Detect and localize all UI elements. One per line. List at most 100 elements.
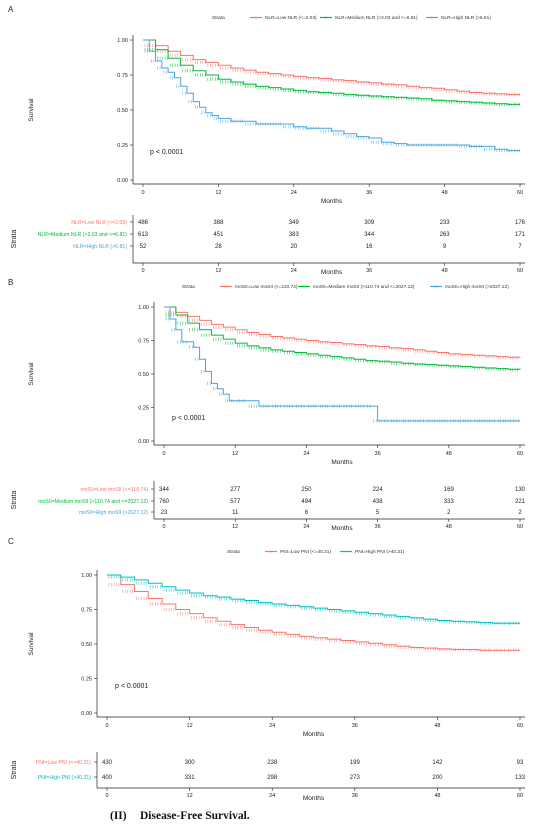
panel-b-risk-x-title: Months: [331, 525, 353, 532]
panel-b-risk-count-1-5: 221: [515, 499, 526, 505]
panel-b-risk-row-label-2: moSII=High moSII (>2027.12): [79, 510, 148, 516]
panel-b-risk-row-label-1: moSII=Medium moSII (>110.74 and <=2027.1…: [38, 499, 148, 505]
panel-b-x-tick-label-1: 12: [232, 451, 238, 457]
panel-b-x-tick-label-0: 0: [162, 451, 165, 457]
panel-a-legend-swatch-mark-0: +: [255, 16, 258, 22]
panel-b-curve-2: [164, 306, 520, 422]
panel-a-x-tick-label-1: 12: [215, 190, 221, 196]
panel-b-risk-count-0-5: 130: [515, 487, 526, 493]
panel-c-x-tick-label-1: 12: [187, 723, 193, 729]
panel-c-risk-count-0-0: 430: [102, 760, 113, 766]
panel-b-risk-row-label-0: moSII=Low moSII (<=110.74): [80, 487, 148, 493]
panel-c-legend-swatch-mark-1: +: [345, 550, 348, 556]
panel-c-risk-x-tick-label-5: 60: [517, 793, 523, 799]
panel-a-risk-x-title: Months: [321, 269, 343, 276]
panel-b-risk-x-tick-label-3: 36: [375, 524, 381, 530]
panel-c-risk-count-1-3: 273: [350, 775, 361, 781]
panel-a-risk-count-0-0: 486: [138, 220, 149, 226]
panel-a-x-tick-label-5: 60: [517, 190, 523, 196]
panel-a-risk-count-2-3: 16: [366, 244, 373, 250]
panel-b-curve-1: [164, 306, 521, 370]
panel-c-risk-x-tick-label-1: 12: [187, 793, 193, 799]
panel-a-y-tick-label-4: 1.00: [117, 38, 128, 44]
panel-c-risk-row-label-0: PNI=Low PNI (<=40.31): [36, 760, 91, 766]
panel-c-risk-row-label-1: PNI=High PNI (>40.31): [38, 775, 92, 781]
panel-a-censor-marks-1: [144, 48, 520, 106]
panel-b-risk-x-tick-label-5: 60: [517, 524, 523, 530]
panel-a-risk-count-0-1: 388: [213, 220, 224, 226]
panel-a-risk-y-title: Strata: [11, 230, 18, 249]
panel-a-legend-label-1: NLR=Medium NLR (>2.03 and <=6.81): [335, 15, 418, 21]
panel-c-risk-count-1-2: 298: [267, 775, 278, 781]
panel-a-risk-x-tick-label-2: 24: [291, 268, 297, 274]
panel-b-risk-count-0-4: 169: [444, 487, 455, 493]
panel-b-censor-marks-1: [165, 313, 518, 372]
panel-a-legend-swatch-mark-1: +: [325, 16, 328, 22]
panel-b-legend-label-2: moSII=High moSII (>2027.12): [445, 284, 509, 290]
panel-a-risk-count-2-4: 9: [443, 244, 447, 250]
panel-b-risk-count-1-2: 494: [301, 499, 312, 505]
panel-b-risk-count-2-4: 2: [447, 510, 451, 516]
panel-c-censor-marks-1: [108, 575, 519, 625]
panel-a-p-value: p < 0.0001: [150, 149, 183, 156]
panel-a-y-tick-label-1: 0.25: [117, 143, 128, 149]
panel-b-risk-count-2-3: 5: [376, 510, 380, 516]
panel-b-censor-marks-2: [165, 317, 519, 423]
panel-b-x-tick-label-2: 24: [303, 451, 309, 457]
panel-b-risk-y-title: Strata: [11, 491, 18, 510]
panel-a-y-tick-label-2: 0.50: [117, 108, 128, 114]
panel-b-risk-count-1-4: 333: [444, 499, 455, 505]
panel-b-legend-swatch-mark-0: +: [225, 285, 228, 291]
panel-b-legend-label-0: moSII=Low moSII (<=110.74): [235, 284, 298, 290]
panel-c-y-tick-label-4: 1.00: [81, 573, 92, 579]
panel-a-risk-count-0-2: 349: [289, 220, 300, 226]
panel-b-p-value: p < 0.0001: [172, 415, 205, 422]
panel-b-risk-count-2-0: 23: [161, 510, 168, 516]
panel-a-risk-count-1-1: 451: [213, 232, 224, 238]
panel-b-risk-count-1-0: 760: [159, 499, 170, 505]
panel-b-x-tick-label-4: 48: [446, 451, 452, 457]
panel-c-risk-count-1-4: 200: [432, 775, 443, 781]
panel-b-risk-x-tick-label-2: 24: [303, 524, 309, 530]
panel-b-risk-count-1-1: 577: [230, 499, 241, 505]
panel-b-y-tick-label-4: 1.00: [138, 305, 149, 311]
panel-a-curve-1: [143, 39, 520, 105]
panel-b-censor-marks-0: [165, 310, 518, 360]
panel-a-curve-2: [143, 39, 520, 152]
figure-caption: (II) Disease-Free Survival.: [110, 810, 250, 822]
panel-c-x-tick-label-2: 24: [269, 723, 275, 729]
panel-b-risk-count-0-2: 250: [301, 487, 312, 493]
panel-b-y-tick-label-0: 0.00: [138, 439, 149, 445]
panel-c-x-tick-label-0: 0: [105, 723, 108, 729]
panel-a-risk-count-2-1: 28: [215, 244, 222, 250]
panel-c-risk-count-0-3: 199: [350, 760, 361, 766]
panel-c-risk-count-0-2: 238: [267, 760, 278, 766]
panel-c-legend-label-0: PNI=Low PNI (<=40.31): [280, 549, 331, 555]
panel-a-risk-row-label-0: NLR=Low NLR (<=2.03): [71, 220, 127, 226]
panel-c-risk-x-tick-label-3: 36: [352, 793, 358, 799]
panel-a-x-tick-label-3: 36: [366, 190, 372, 196]
panel-a-risk-x-tick-label-1: 12: [215, 268, 221, 274]
panel-a-x-tick-label-0: 0: [141, 190, 144, 196]
panel-b-risk-count-2-1: 11: [232, 510, 239, 516]
panel-b-risk-x-tick-label-4: 48: [446, 524, 452, 530]
panel-a-x-tick-label-2: 24: [291, 190, 297, 196]
km-figure: A Strata + NLR=Low NLR (<=2.03) + NLR=Medium …: [8, 5, 526, 802]
panel-b-y-tick-label-1: 0.25: [138, 406, 149, 412]
panel-c-risk-x-tick-label-2: 24: [269, 793, 275, 799]
panel-c-risk-x-title: Months: [303, 795, 325, 802]
panel-a-risk-row-label-2: NLR=High NLR (>6.81): [73, 244, 127, 250]
panel-c-y-axis-title: Survival: [28, 632, 35, 656]
panel-a-legend-swatch-mark-2: +: [431, 16, 434, 22]
panel-a-y-axis-title: Survival: [28, 98, 35, 122]
panel-c-y-tick-label-1: 0.25: [81, 677, 92, 683]
panel-b-risk-count-2-5: 2: [518, 510, 522, 516]
panel-b-risk-count-0-1: 277: [230, 487, 241, 493]
panel-b-legend-label-1: moSII=Medium moSII (>110.74 and <=2027.1…: [313, 284, 415, 290]
panel-a-tag: A: [8, 5, 14, 14]
panel-b-legend-swatch-mark-2: +: [435, 285, 438, 291]
panel-b-y-tick-label-2: 0.50: [138, 372, 149, 378]
panel-c-risk-count-1-5: 133: [515, 775, 526, 781]
panel-b-legend-title: Strata: [182, 284, 195, 290]
panel-a-legend-label-2: NLR=High NLR (>6.81): [441, 15, 491, 21]
